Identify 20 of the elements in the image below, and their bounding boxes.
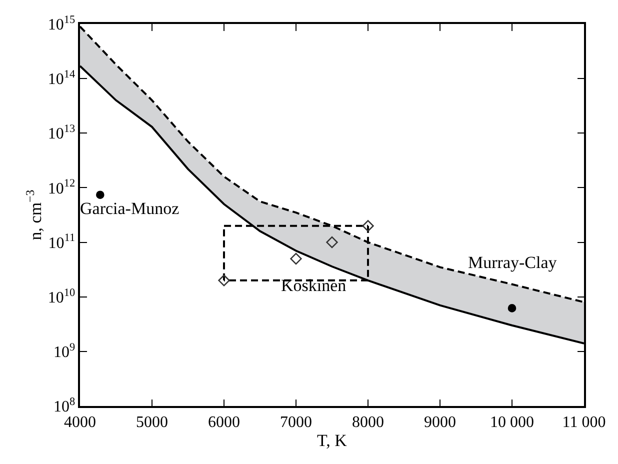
- x-tick-label: 10 000: [490, 414, 534, 431]
- annotation: Koskinen: [281, 276, 347, 295]
- x-tick-label: 5000: [136, 414, 168, 431]
- annotation: Garcia-Munoz: [80, 199, 180, 218]
- x-tick-label: 7000: [280, 414, 312, 431]
- y-tick-label: 10$^{15}$: [48, 14, 76, 34]
- x-tick-label: 8000: [352, 414, 384, 431]
- y-tick-label: 10$^{12}$: [48, 178, 76, 198]
- y-tick-label: 10$^{8}$: [53, 396, 76, 416]
- x-tick-label: 9000: [424, 414, 456, 431]
- y-tick-label: 10$^{13}$: [48, 123, 76, 143]
- annotation: Murray-Clay: [468, 253, 558, 272]
- y-tick-label: 10$^{14}$: [48, 68, 76, 88]
- x-tick-label: 11 000: [562, 414, 606, 431]
- x-tick-label: 4000: [64, 414, 96, 431]
- x-tick-label: 6000: [208, 414, 240, 431]
- y-tick-label: 10$^{11}$: [48, 232, 76, 252]
- x-axis-title: T, K: [317, 430, 348, 450]
- y-tick-label: 10$^{10}$: [48, 286, 76, 306]
- y-tick-label: 10$^{9}$: [53, 341, 76, 362]
